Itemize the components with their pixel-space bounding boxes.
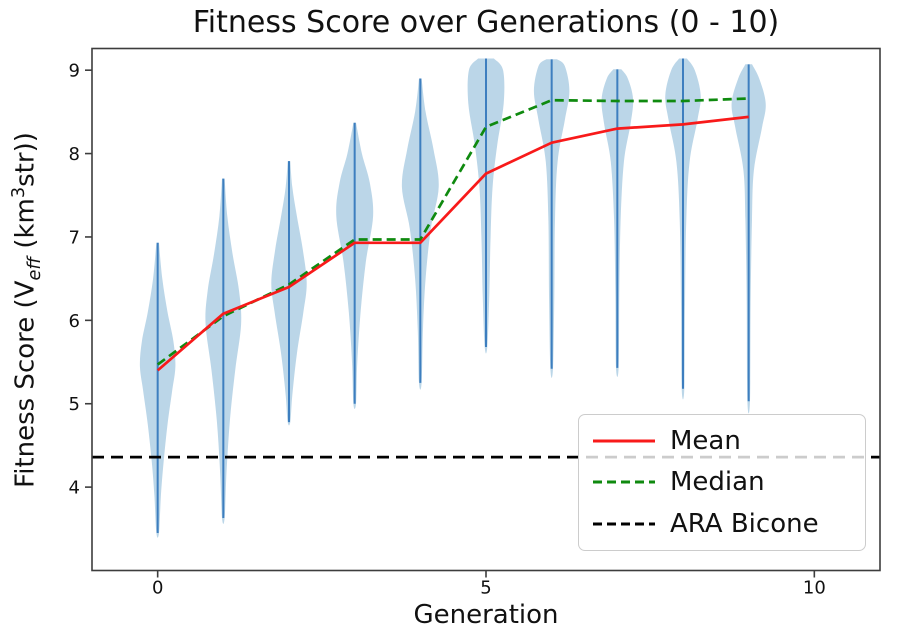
y-axis-label-suffix: str))	[10, 132, 41, 187]
x-tick-label: 10	[803, 578, 826, 599]
mean-line	[156, 115, 749, 372]
legend-line-sample	[593, 522, 655, 526]
y-axis-label-mid: (km	[10, 198, 41, 257]
legend-line-sample	[593, 439, 655, 443]
y-axis-label-prefix: Fitness Score (V	[10, 280, 41, 488]
legend-entry-ara-bicone: ARA Bicone	[579, 509, 865, 539]
y-axis-label-subscript: eff	[24, 256, 45, 281]
legend: Mean Median ARA Bicone	[578, 414, 866, 551]
chart-title: Fitness Score over Generations (0 - 10)	[192, 5, 780, 40]
legend-entry-median: Median	[579, 467, 865, 497]
y-tick-label: 9	[69, 61, 80, 82]
legend-label: Median	[670, 467, 765, 498]
legend-entry-mean: Mean	[579, 426, 865, 456]
legend-label: Mean	[670, 425, 741, 456]
legend-line-sample	[593, 480, 655, 484]
x-tick-label: 5	[480, 578, 491, 599]
y-tick-label: 8	[69, 144, 80, 165]
y-tick-label: 6	[69, 311, 80, 332]
x-axis-label: Generation	[413, 600, 559, 630]
median-line	[156, 97, 749, 366]
y-tick-label: 4	[69, 478, 80, 499]
x-tick-label: 0	[152, 578, 163, 599]
legend-label: ARA Bicone	[670, 509, 819, 540]
y-tick-label: 5	[69, 394, 80, 415]
y-axis-label-superscript: 3	[9, 186, 29, 199]
y-axis-label: Fitness Score (Veff (km3str))	[9, 85, 45, 535]
y-tick-label: 7	[69, 227, 80, 248]
